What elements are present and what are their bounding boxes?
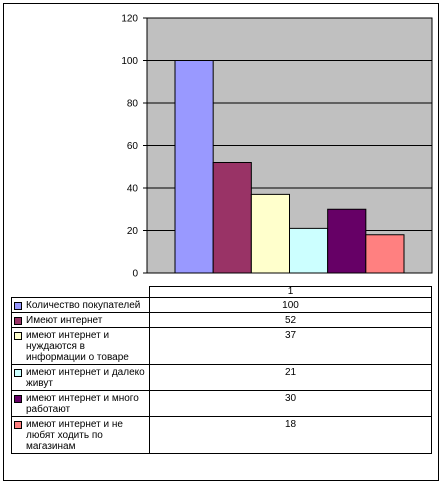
data-table: 1 Количество покупателей 100 Имеют интерне… — [11, 286, 432, 454]
legend-label: имеют интернет и много работают — [26, 393, 139, 415]
table-row: имеют интернет и далеко живут 21 — [11, 364, 432, 391]
data-table-corner — [11, 286, 150, 298]
table-row: имеют интернет и не любят ходить по мага… — [11, 416, 432, 454]
data-table-body: Количество покупателей 100 Имеют интернет 5… — [11, 297, 432, 454]
legend-label: имеют интернет и не любят ходить по мага… — [26, 419, 123, 452]
legend-key — [14, 395, 22, 403]
legend-key — [14, 332, 22, 340]
y-tick-label: 60 — [127, 141, 139, 152]
legend-cell: имеют интернет и нуждаются в информации … — [11, 327, 150, 365]
legend-cell: Имеют интернет — [11, 312, 150, 328]
y-tick-label: 20 — [127, 226, 139, 237]
bar-1 — [174, 60, 214, 274]
legend-label: имеют интернет и нуждаются в информации … — [26, 330, 129, 363]
legend-cell: имеют интернет и далеко живут — [11, 364, 150, 391]
value-cell: 37 — [149, 327, 432, 365]
bar-5 — [327, 208, 367, 274]
legend-cell: имеют интернет и не любят ходить по мага… — [11, 416, 150, 454]
y-tick-label: 80 — [127, 99, 139, 110]
legend-key — [14, 369, 22, 377]
table-row: Имеют интернет 52 — [11, 312, 432, 328]
bar-6 — [365, 234, 405, 274]
legend-cell: Количество покупателей — [11, 297, 150, 313]
data-table-header-row: 1 — [11, 286, 432, 298]
legend-key — [14, 302, 22, 310]
value-cell: 100 — [149, 297, 432, 313]
legend-key — [14, 421, 22, 429]
table-row: Количество покупателей 100 — [11, 297, 432, 313]
bar-4 — [289, 227, 329, 274]
bar-2 — [212, 162, 252, 274]
value-cell: 18 — [149, 416, 432, 454]
y-tick-label: 100 — [121, 56, 138, 67]
value-cell: 30 — [149, 390, 432, 417]
value-cell: 21 — [149, 364, 432, 391]
legend-label: Количество покупателей — [26, 300, 141, 311]
data-table-category-header: 1 — [149, 286, 432, 298]
legend-label: имеют интернет и далеко живут — [26, 367, 145, 389]
y-tick-label: 0 — [132, 269, 138, 280]
bar-3 — [250, 193, 290, 274]
legend-label: Имеют интернет — [26, 315, 103, 326]
table-row: имеют интернет и нуждаются в информации … — [11, 327, 432, 365]
bar-chart: 0 20 40 60 80 100 120 — [121, 14, 433, 280]
legend-key — [14, 317, 22, 325]
table-row: имеют интернет и много работают 30 — [11, 390, 432, 417]
y-tick-label: 120 — [121, 14, 138, 25]
legend-cell: имеют интернет и много работают — [11, 390, 150, 417]
y-tick-label: 40 — [127, 184, 139, 195]
value-cell: 52 — [149, 312, 432, 328]
